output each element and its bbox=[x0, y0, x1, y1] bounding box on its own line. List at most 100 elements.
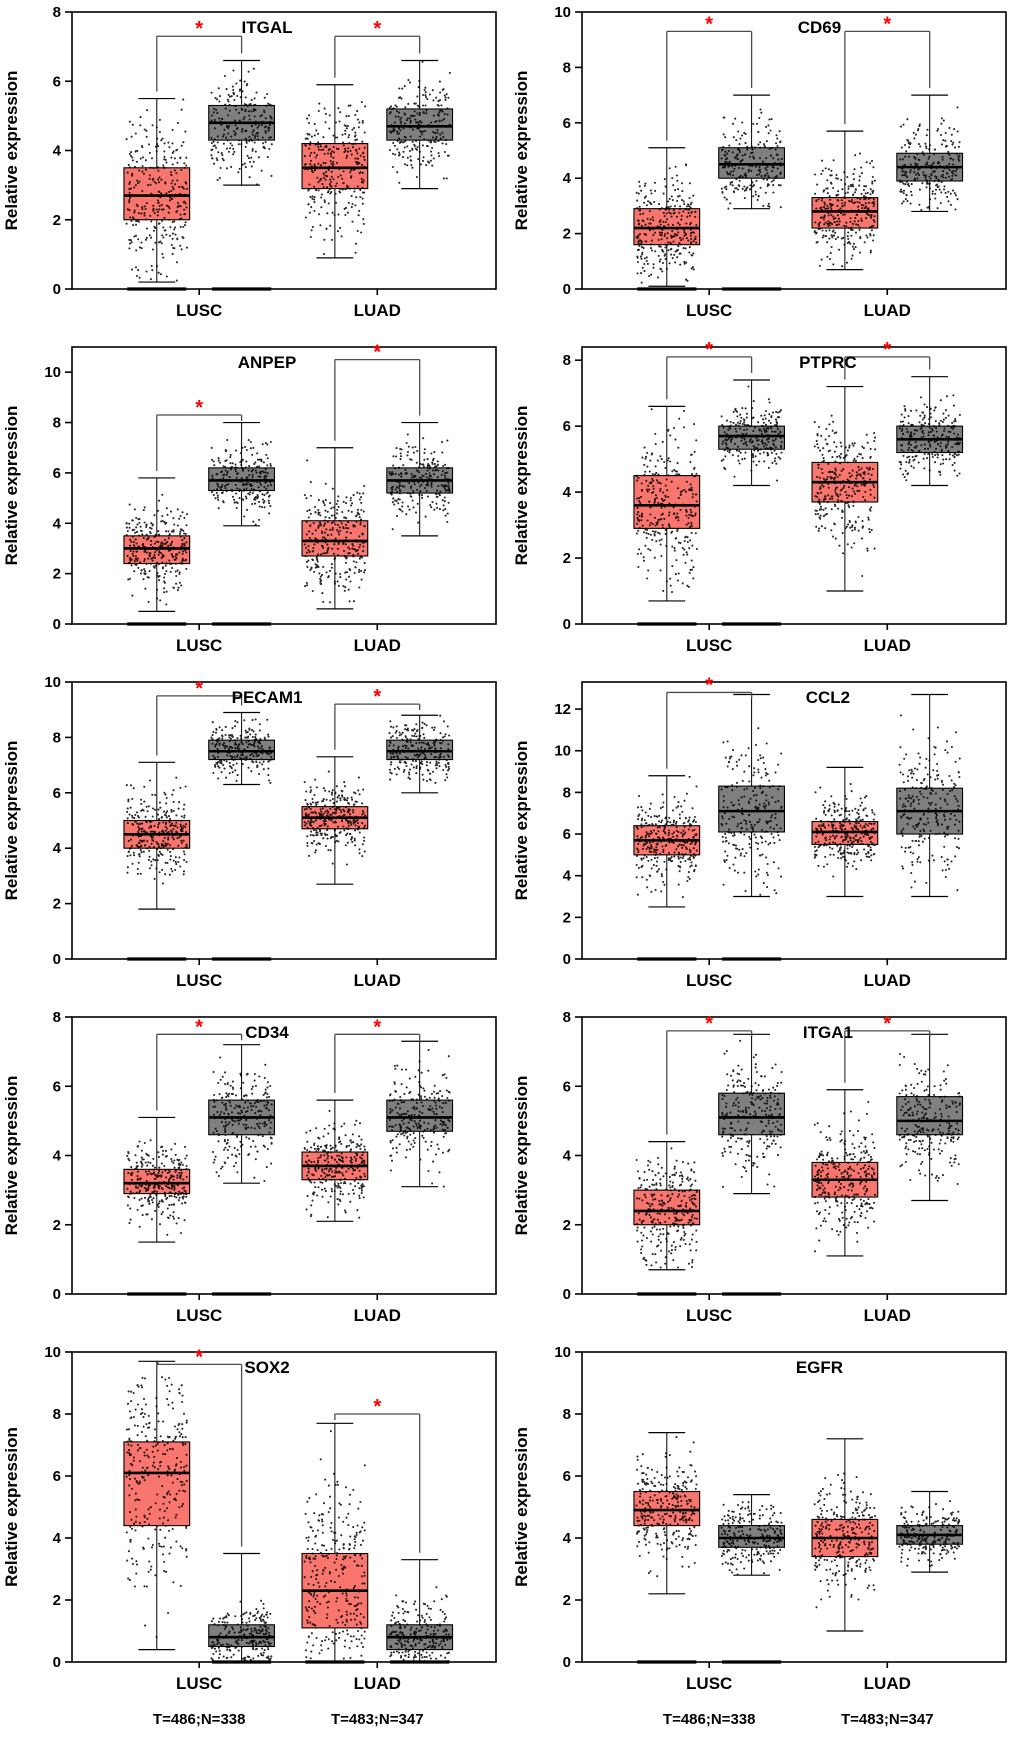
significance-star: * bbox=[883, 13, 891, 35]
y-tick-label: 4 bbox=[53, 143, 62, 160]
plot-frame bbox=[71, 1016, 497, 1295]
panel-itga1: 0 2 4 6 8 Relative expression * * ITGA1 LUSC LUAD bbox=[510, 1005, 1020, 1340]
panel-cd34: 0 2 4 6 8 Relative expression * * CD34 LUSC LUAD bbox=[0, 1005, 510, 1340]
y-tick-label: 0 bbox=[53, 1654, 61, 1671]
y-axis-label: Relative expression bbox=[512, 71, 531, 231]
significance-star: * bbox=[705, 339, 713, 361]
jitter-points bbox=[898, 394, 961, 482]
box-luad-normal bbox=[386, 739, 454, 761]
y-tick-label: 4 bbox=[53, 1530, 62, 1547]
x-axis-label-lusc: LUSC bbox=[686, 971, 732, 990]
y-tick-label: 0 bbox=[53, 1286, 61, 1303]
y-axis-label: Relative expression bbox=[2, 1076, 21, 1236]
jitter-points bbox=[720, 1501, 783, 1576]
y-tick-label: 6 bbox=[563, 418, 571, 435]
panel-ccl2: 0 2 4 6 8 10 12 Relative expression * CCL2 LUSC LUA… bbox=[510, 670, 1020, 1005]
x-axis-label-lusc: LUSC bbox=[686, 301, 732, 320]
significance-star: * bbox=[373, 18, 381, 40]
y-tick-label: 2 bbox=[563, 226, 571, 243]
y-tick-label: 6 bbox=[53, 1078, 61, 1095]
significance-star: * bbox=[195, 1346, 203, 1368]
x-axis-label-lusc: LUSC bbox=[176, 636, 222, 655]
jitter-points bbox=[813, 152, 876, 268]
jitter-points bbox=[125, 776, 188, 885]
panel-itgal: 0 2 4 6 8 Relative expression * * ITGAL LUSC LUAD bbox=[0, 0, 510, 335]
jitter-points bbox=[210, 1599, 273, 1664]
y-tick-label: 6 bbox=[563, 115, 571, 132]
jitter-points bbox=[813, 414, 877, 578]
y-tick-label: 4 bbox=[563, 1148, 572, 1165]
significance-star: * bbox=[195, 397, 203, 419]
chart-egfr: 0 2 4 6 8 10 Relative expression EGFR LUSC LUAD T=… bbox=[512, 1344, 1007, 1728]
y-tick-label: 2 bbox=[563, 909, 571, 926]
box-lusc-tumor bbox=[123, 1441, 191, 1527]
chart-pecam1: 0 2 4 6 8 10 Relative expression * * PECAM1 LUSC LU… bbox=[2, 674, 497, 990]
chart-anpep: 0 2 4 6 8 10 Relative expression * * ANPEP LUSC LUA… bbox=[2, 342, 497, 655]
jitter-points bbox=[210, 438, 273, 526]
y-tick-label: 6 bbox=[563, 826, 571, 843]
y-tick-label: 4 bbox=[53, 1148, 62, 1165]
jitter-points bbox=[635, 1436, 698, 1578]
x-axis-label-lusc: LUSC bbox=[686, 1306, 732, 1325]
jitter-points bbox=[125, 493, 189, 606]
y-tick-label: 8 bbox=[53, 4, 61, 21]
y-tick-label: 0 bbox=[53, 616, 61, 633]
gene-title: CD34 bbox=[245, 1023, 289, 1042]
x-axis-label-lusc: LUSC bbox=[176, 1306, 222, 1325]
y-tick-label: 2 bbox=[53, 896, 61, 913]
jitter-points bbox=[126, 1139, 188, 1236]
gene-title: EGFR bbox=[796, 1358, 843, 1377]
y-axis-label: Relative expression bbox=[2, 741, 21, 901]
gene-title: CCL2 bbox=[806, 688, 850, 707]
sample-size-label: T=486;N=338 bbox=[153, 1711, 246, 1728]
significance-star: * bbox=[373, 1396, 381, 1418]
jitter-points bbox=[303, 770, 367, 866]
panel-cd69: 0 2 4 6 8 10 Relative expression * * CD69 LUSC LUAD bbox=[510, 0, 1020, 335]
jitter-points bbox=[303, 1430, 366, 1660]
y-tick-label: 2 bbox=[563, 1592, 571, 1609]
y-tick-label: 2 bbox=[53, 212, 61, 229]
y-tick-label: 10 bbox=[554, 743, 571, 760]
jitter-points bbox=[303, 459, 367, 604]
significance-star: * bbox=[705, 674, 713, 696]
jitter-points bbox=[211, 1056, 273, 1183]
panel-anpep: 0 2 4 6 8 10 Relative expression * * ANPEP LUSC LUA… bbox=[0, 335, 510, 670]
y-tick-label: 8 bbox=[563, 59, 571, 76]
jitter-points bbox=[210, 718, 273, 784]
y-tick-label: 8 bbox=[563, 1406, 571, 1423]
significance-star: * bbox=[705, 1013, 713, 1035]
y-tick-label: 0 bbox=[563, 281, 571, 298]
sample-size-label: T=483;N=347 bbox=[841, 1711, 934, 1728]
chart-cd69: 0 2 4 6 8 10 Relative expression * * CD69 LUSC LUAD bbox=[512, 4, 1007, 320]
gene-title: ANPEP bbox=[238, 353, 297, 372]
x-axis-label-lusc: LUSC bbox=[176, 301, 222, 320]
y-axis-label: Relative expression bbox=[512, 1076, 531, 1236]
y-tick-label: 10 bbox=[44, 364, 61, 381]
y-tick-label: 6 bbox=[53, 465, 61, 482]
jitter-points bbox=[635, 408, 698, 594]
x-axis-label-luad: LUAD bbox=[354, 971, 401, 990]
y-tick-label: 0 bbox=[53, 281, 61, 298]
jitter-points bbox=[813, 1100, 877, 1253]
jitter-points bbox=[210, 67, 273, 186]
sample-size-label: T=486;N=338 bbox=[663, 1711, 756, 1728]
y-tick-label: 10 bbox=[554, 1344, 571, 1361]
y-tick-label: 8 bbox=[563, 784, 571, 801]
gene-title: PTPRC bbox=[799, 353, 857, 372]
chart-itgal: 0 2 4 6 8 Relative expression * * ITGAL LUSC LUAD bbox=[2, 4, 497, 320]
jitter-points bbox=[720, 385, 783, 482]
panel-sox2: 0 2 4 6 8 10 Relative expression * * SOX2 LUSC LUAD… bbox=[0, 1340, 510, 1744]
y-tick-label: 0 bbox=[563, 1286, 571, 1303]
x-axis-label-luad: LUAD bbox=[864, 1674, 911, 1693]
jitter-points bbox=[898, 106, 961, 212]
significance-star: * bbox=[373, 342, 381, 364]
y-tick-label: 2 bbox=[53, 1217, 61, 1234]
y-tick-label: 8 bbox=[53, 1009, 61, 1026]
x-axis-label-lusc: LUSC bbox=[686, 636, 732, 655]
x-axis-label-lusc: LUSC bbox=[686, 1674, 732, 1693]
y-tick-label: 6 bbox=[53, 73, 61, 90]
box-lusc-normal bbox=[718, 1092, 786, 1136]
significance-star: * bbox=[883, 1013, 891, 1035]
jitter-points bbox=[125, 98, 188, 282]
